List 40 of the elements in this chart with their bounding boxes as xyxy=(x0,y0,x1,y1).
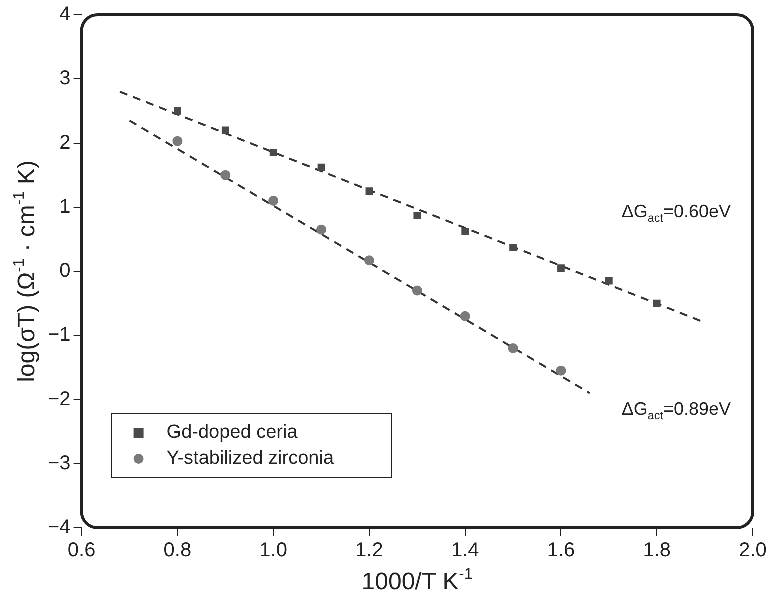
y-tick-label: 4 xyxy=(60,4,71,26)
point xyxy=(270,149,278,157)
point xyxy=(508,343,518,354)
point xyxy=(268,196,279,206)
point xyxy=(414,212,422,220)
point xyxy=(558,264,565,272)
point xyxy=(316,224,327,235)
point xyxy=(220,170,231,180)
legend-label: Y-stabilized zirconia xyxy=(166,448,334,470)
point xyxy=(462,228,470,236)
y-tick-label: 1 xyxy=(60,196,71,218)
point xyxy=(556,366,566,376)
point xyxy=(174,108,182,115)
y-tick-label: −3 xyxy=(48,452,71,474)
x-tick-label: 1.8 xyxy=(643,540,672,562)
y-tick-label: 3 xyxy=(60,68,71,90)
point xyxy=(510,244,517,252)
x-tick-label: 0.8 xyxy=(164,540,192,562)
x-tick-label: 0.6 xyxy=(68,540,96,562)
y-axis-title: log(σT) (Ω-1 · cm-1 K) xyxy=(10,160,41,382)
y-tick-label: −1 xyxy=(48,324,71,346)
y-tick-label: 0 xyxy=(60,260,71,282)
legend-label: Gd-doped ceria xyxy=(166,422,298,444)
point xyxy=(605,277,613,285)
x-tick-label: 1.4 xyxy=(451,540,480,562)
x-tick-label: 2.0 xyxy=(739,540,767,562)
y-tick-label: 2 xyxy=(60,132,71,154)
point xyxy=(653,300,661,308)
point xyxy=(366,188,374,196)
x-tick-label: 1.2 xyxy=(356,540,384,562)
point xyxy=(172,136,183,146)
point xyxy=(364,256,374,266)
point xyxy=(460,311,470,322)
x-tick-label: 1.0 xyxy=(260,540,288,562)
y-tick-label: −2 xyxy=(48,388,71,410)
point xyxy=(412,286,422,296)
y-tick-label: −4 xyxy=(48,516,71,539)
x-tick-label: 1.6 xyxy=(547,540,576,562)
point xyxy=(222,126,230,134)
point xyxy=(318,164,326,172)
